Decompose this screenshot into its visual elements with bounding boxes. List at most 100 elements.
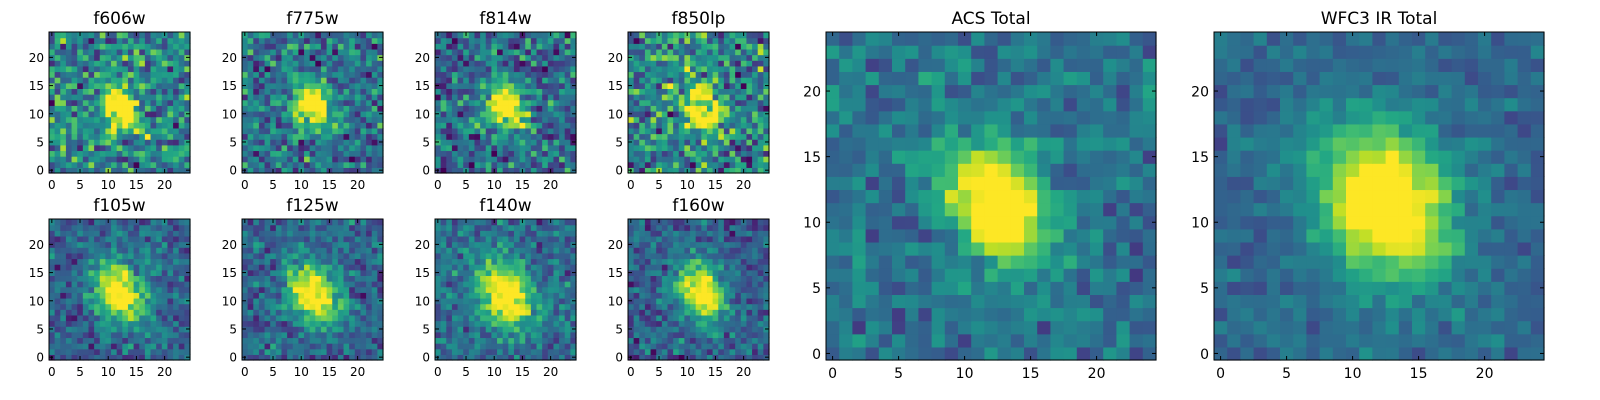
heatmap-cell bbox=[564, 281, 571, 288]
heatmap-cell bbox=[105, 161, 112, 168]
heatmap-cell bbox=[661, 48, 669, 56]
heatmap-cell bbox=[570, 331, 577, 339]
heatmap-cell bbox=[763, 116, 770, 123]
heatmap-cell bbox=[82, 144, 90, 152]
heatmap-cell bbox=[144, 127, 152, 135]
heatmap-cell bbox=[718, 303, 725, 310]
heatmap-cell bbox=[508, 224, 515, 231]
heatmap-cell bbox=[718, 65, 725, 73]
heatmap-cell bbox=[94, 133, 101, 140]
heatmap-cell bbox=[105, 326, 112, 333]
heatmap-cell bbox=[553, 219, 560, 226]
heatmap-cell bbox=[49, 258, 56, 265]
heatmap-cell bbox=[570, 144, 577, 152]
heatmap-cell bbox=[440, 150, 447, 157]
heatmap-cell bbox=[354, 88, 362, 95]
heatmap-cell bbox=[661, 292, 669, 299]
heatmap-cell bbox=[644, 43, 652, 50]
heatmap-cell bbox=[71, 314, 78, 322]
heatmap-cell bbox=[360, 241, 367, 248]
heatmap-cell bbox=[275, 167, 283, 174]
heatmap-cell bbox=[757, 303, 764, 310]
heatmap-cell bbox=[105, 82, 112, 89]
heatmap-cell bbox=[161, 275, 169, 282]
heatmap-cell bbox=[564, 99, 571, 106]
heatmap-cell bbox=[525, 37, 532, 44]
heatmap-cell bbox=[253, 77, 260, 84]
heatmap-cell bbox=[644, 144, 652, 152]
heatmap-cell bbox=[242, 71, 249, 78]
heatmap-cell bbox=[127, 65, 135, 73]
heatmap-cell bbox=[564, 60, 571, 67]
heatmap-cell bbox=[678, 60, 685, 67]
heatmap-cell bbox=[485, 258, 492, 265]
heatmap-cell bbox=[553, 354, 560, 361]
heatmap-cell bbox=[752, 32, 759, 39]
heatmap-cell bbox=[446, 150, 453, 157]
heatmap-cell bbox=[684, 314, 691, 322]
heatmap-cell bbox=[111, 224, 118, 231]
heatmap-cell bbox=[309, 235, 316, 243]
heatmap-cell bbox=[435, 65, 442, 73]
heatmap-cell bbox=[690, 65, 697, 73]
heatmap-cell bbox=[167, 292, 174, 299]
heatmap-cell bbox=[315, 264, 322, 271]
heatmap-cell bbox=[304, 43, 311, 50]
heatmap-cell bbox=[309, 139, 316, 146]
heatmap-cell bbox=[678, 281, 685, 288]
heatmap-cell bbox=[287, 320, 294, 327]
heatmap-cell bbox=[309, 247, 316, 254]
heatmap-cell bbox=[497, 241, 504, 248]
heatmap-cell bbox=[332, 326, 339, 333]
heatmap-cell bbox=[258, 82, 266, 89]
heatmap-cell bbox=[253, 326, 260, 333]
heatmap-cell bbox=[650, 110, 657, 118]
heatmap-cell bbox=[247, 116, 254, 123]
heatmap-cell bbox=[360, 105, 367, 112]
heatmap-cell bbox=[349, 116, 356, 123]
heatmap-cell bbox=[116, 348, 123, 355]
heatmap-cell bbox=[326, 320, 333, 327]
heatmap-cell bbox=[628, 161, 635, 168]
panel-title: f105w bbox=[93, 196, 145, 216]
heatmap-cell bbox=[463, 161, 470, 168]
heatmap-cell bbox=[116, 32, 123, 39]
heatmap-cell bbox=[320, 116, 328, 123]
heatmap-cell bbox=[667, 77, 674, 84]
heatmap-cell bbox=[485, 219, 492, 226]
heatmap-cell bbox=[525, 122, 532, 129]
heatmap-cell bbox=[633, 150, 640, 157]
heatmap-cell bbox=[298, 337, 305, 344]
heatmap-cell bbox=[451, 65, 459, 73]
x-tick-label: 10 bbox=[101, 178, 116, 192]
heatmap-cell bbox=[65, 337, 73, 344]
heatmap-cell bbox=[337, 247, 345, 254]
heatmap-cell bbox=[542, 241, 549, 248]
heatmap-cell bbox=[275, 94, 283, 101]
heatmap-cell bbox=[253, 122, 260, 129]
heatmap-cell bbox=[706, 94, 714, 101]
heatmap-cell bbox=[167, 343, 174, 350]
heatmap-cell bbox=[639, 54, 646, 61]
heatmap-cell bbox=[139, 286, 146, 293]
heatmap-cell bbox=[695, 144, 702, 152]
heatmap-cell bbox=[519, 65, 526, 73]
heatmap-cell bbox=[513, 281, 521, 288]
heatmap-cell bbox=[718, 77, 725, 84]
heatmap-cell bbox=[508, 343, 515, 350]
heatmap-cell bbox=[88, 247, 95, 254]
heatmap-cell bbox=[752, 71, 759, 78]
heatmap-cell bbox=[150, 247, 157, 254]
heatmap-cell bbox=[639, 150, 646, 157]
heatmap-cell bbox=[105, 71, 112, 78]
heatmap-cell bbox=[508, 230, 515, 237]
heatmap-cell bbox=[678, 297, 685, 305]
heatmap-cell bbox=[513, 60, 521, 67]
heatmap-cell bbox=[332, 82, 339, 89]
heatmap-cell bbox=[542, 65, 549, 73]
heatmap-cell bbox=[309, 48, 316, 56]
heatmap-cell bbox=[298, 77, 305, 84]
heatmap-cell bbox=[633, 161, 640, 168]
heatmap-cell bbox=[673, 281, 680, 288]
heatmap-cell bbox=[77, 286, 84, 293]
